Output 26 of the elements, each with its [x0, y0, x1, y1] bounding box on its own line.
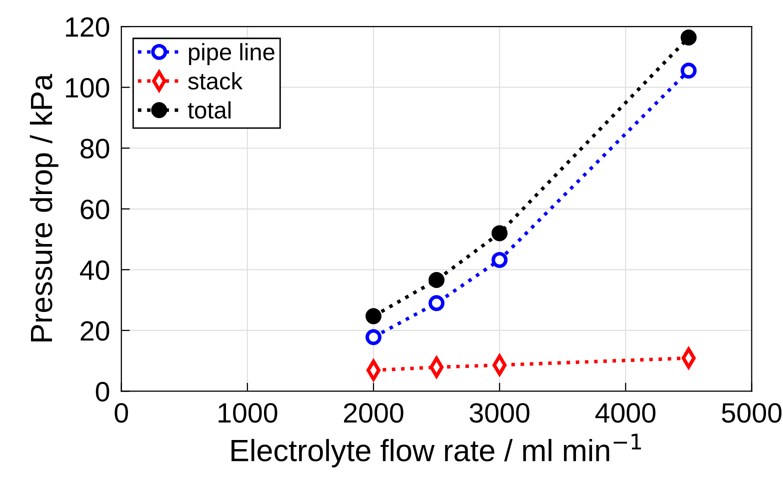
- y-tick-label: 100: [66, 78, 110, 98]
- point: [428, 295, 445, 312]
- y-tick-label: 60: [80, 200, 110, 220]
- x-tick-label: 0: [114, 403, 128, 423]
- point: [492, 252, 508, 268]
- y-tick-label: 40: [80, 260, 110, 280]
- x-tick-label: 5000: [722, 403, 782, 423]
- legend-label: pipe line: [189, 43, 274, 66]
- x-tick-label: 4000: [595, 403, 656, 423]
- y-tick-label: 20: [80, 321, 110, 341]
- y-tick-label: 120: [66, 17, 110, 37]
- point: [492, 225, 508, 242]
- point: [366, 329, 382, 346]
- x-tick-label: 3000: [470, 403, 530, 423]
- point: [680, 30, 697, 46]
- legend-label: stack: [188, 72, 243, 90]
- point: [680, 62, 697, 79]
- legend-label: total: [188, 101, 231, 119]
- y-tick-label: 0: [96, 382, 110, 402]
- y-axis-title: Pressure drop / kPa: [30, 74, 58, 342]
- y-tick-label: 80: [80, 138, 110, 158]
- x-axis-title: Electrolyte flow rate / ml min$^{−1}$: [232, 434, 641, 468]
- point: [366, 308, 382, 324]
- point: [428, 272, 445, 288]
- x-tick-label: 2000: [344, 403, 404, 423]
- x-tick-label: 1000: [218, 403, 278, 423]
